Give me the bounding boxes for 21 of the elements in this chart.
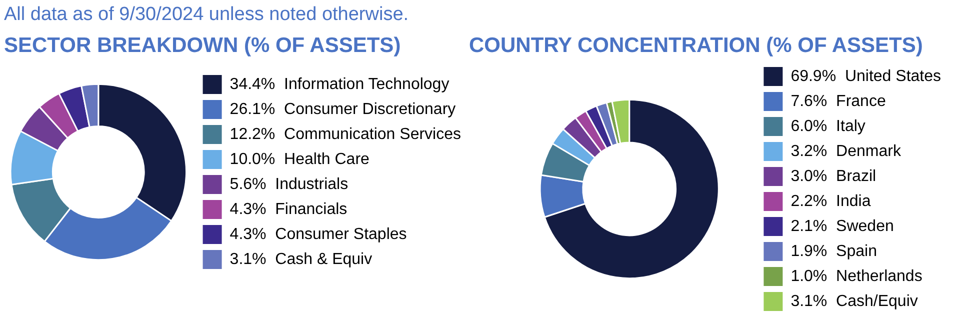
legend-label: 1.0% Netherlands [790, 268, 922, 285]
legend-label: 2.2% India [790, 192, 871, 210]
legend-label: 3.1% Cash & Equiv [230, 250, 372, 268]
legend-label: 2.1% Sweden [790, 218, 894, 235]
legend-label: 12.2% Communication Services [230, 126, 462, 143]
legend-label: 10.0% Health Care [230, 150, 370, 168]
legend-label: 4.3% Consumer Staples [230, 226, 407, 243]
legend-label: 1.9% Spain [790, 242, 877, 260]
legend-label: 3.2% Denmark [790, 142, 902, 160]
legend-label: 26.1% Consumer Discretionary [230, 100, 456, 118]
legend-label: 7.6% France [790, 92, 886, 110]
legend-label: 4.3% Financials [230, 200, 348, 218]
chart-title: SECTOR BREAKDOWN (% OF ASSETS) [4, 34, 401, 58]
chart-title: COUNTRY CONCENTRATION (% OF ASSETS) [469, 34, 923, 58]
legend-label: 3.1% Cash/Equiv [790, 292, 918, 310]
text: All data as of 9/30/2024 unless noted otherwise. [4, 4, 409, 26]
legend-label: 34.4% Information Technology [230, 76, 450, 93]
legend-label: 5.6% Industrials [230, 176, 348, 193]
legend-label: 6.0% Italy [790, 118, 866, 135]
legend-label: 3.0% Brazil [790, 168, 876, 185]
legend-label: 69.9% United States [790, 68, 941, 85]
